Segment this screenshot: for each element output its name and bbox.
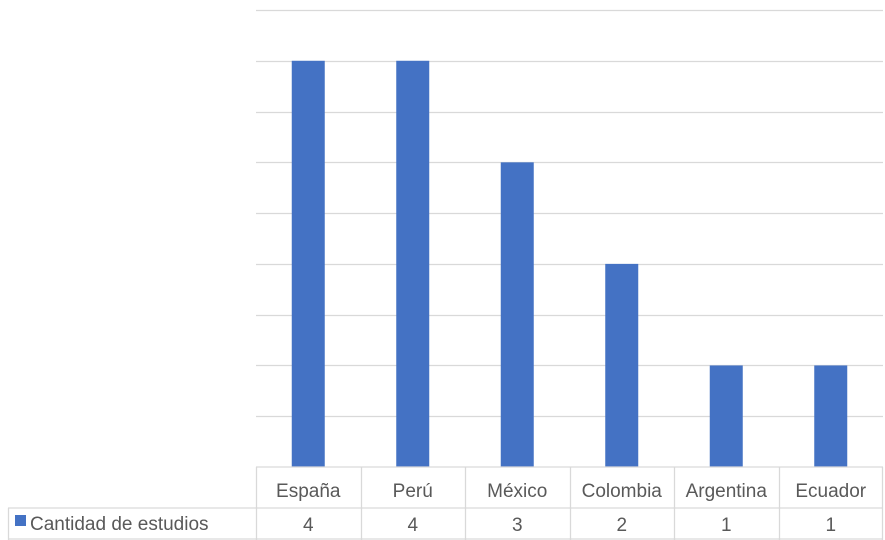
bar-argentina [709,365,743,467]
bars [291,60,848,468]
legend-label: Cantidad de estudios [30,514,209,535]
category-label: Perú [393,481,433,502]
bar-perú [396,60,430,468]
bar-españa [291,60,325,468]
category-label: Ecuador [795,481,866,502]
value-label: 3 [512,515,523,536]
value-label: 1 [825,515,836,536]
data-table: 4 4 3 2 1 1 [7,466,884,540]
bar-ecuador [814,365,848,467]
category-label: España [276,481,341,502]
value-label: 1 [721,515,732,536]
category-label: México [487,481,547,502]
value-label: 4 [303,515,314,536]
legend-swatch [15,515,26,526]
value-label: 2 [616,515,627,536]
legend: Cantidad de estudios [15,514,209,535]
bar-colombia [605,263,639,467]
gridlines [256,9,883,418]
bar-méxico [500,162,534,468]
category-labels: España Perú México Colombia Argentina Ecuador [276,481,867,502]
category-label: Argentina [686,481,768,502]
value-label: 4 [407,515,418,536]
category-label: Colombia [582,481,663,502]
